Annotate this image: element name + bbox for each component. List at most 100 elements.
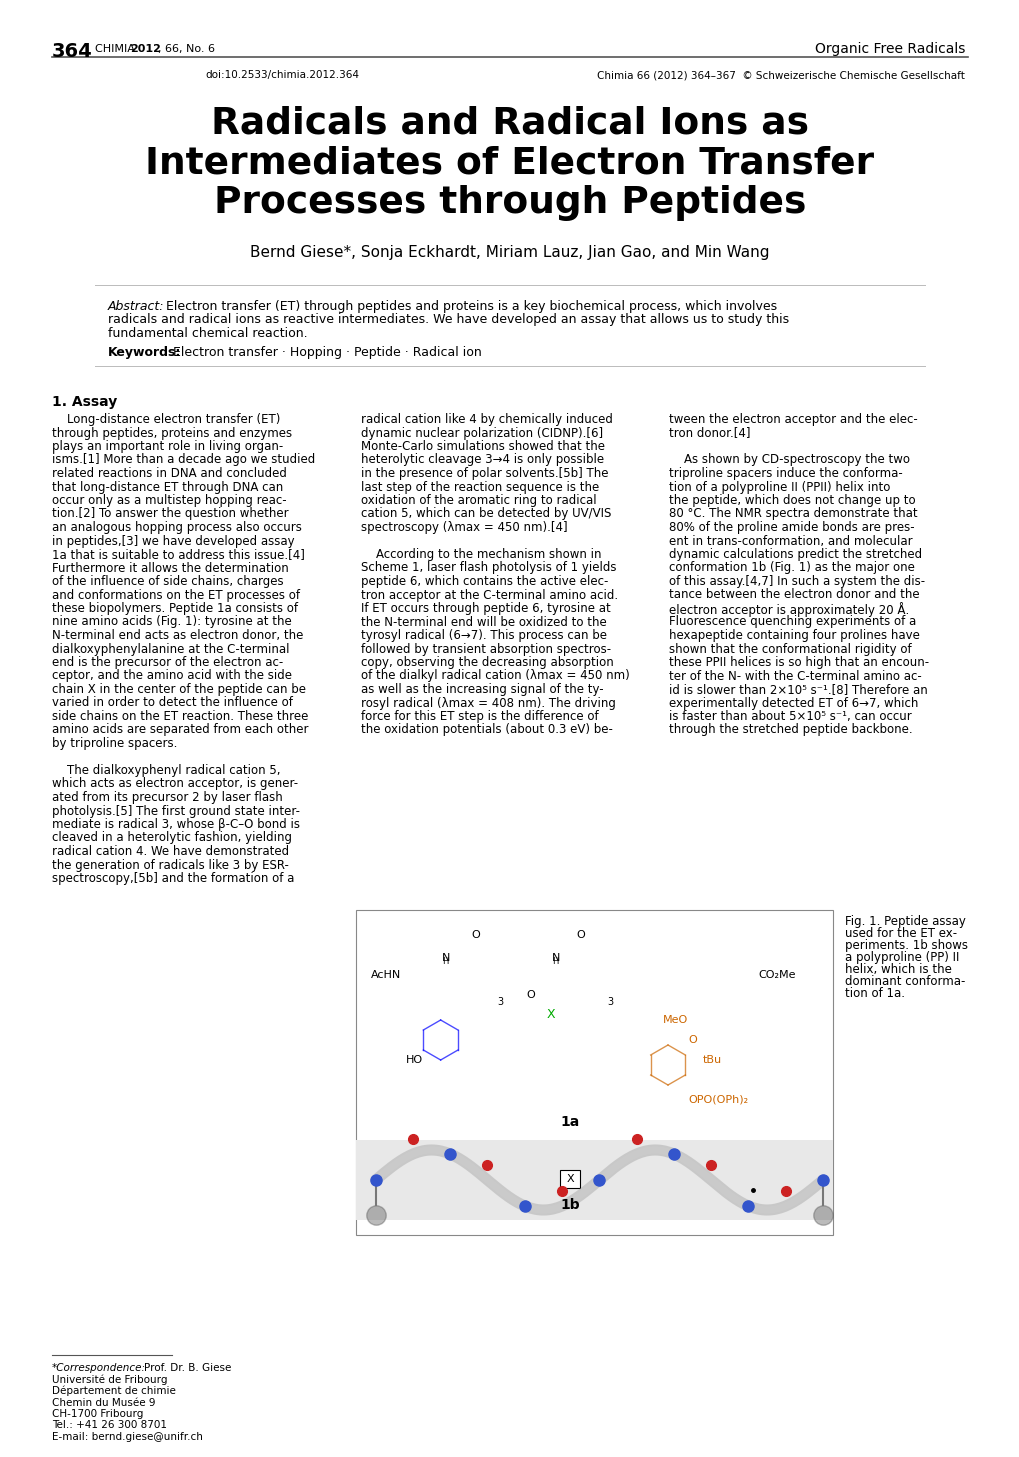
Text: the peptide, which does not change up to: the peptide, which does not change up to bbox=[668, 494, 915, 507]
Text: of the influence of side chains, charges: of the influence of side chains, charges bbox=[52, 576, 283, 589]
Text: Fig. 1. Peptide assay: Fig. 1. Peptide assay bbox=[844, 915, 965, 928]
Text: amino acids are separated from each other: amino acids are separated from each othe… bbox=[52, 724, 308, 736]
Text: ated from its precursor 2 by laser flash: ated from its precursor 2 by laser flash bbox=[52, 791, 282, 804]
Text: ent in trans-conformation, and molecular: ent in trans-conformation, and molecular bbox=[668, 535, 912, 548]
Text: tron donor.[4]: tron donor.[4] bbox=[668, 427, 750, 440]
Text: O: O bbox=[576, 930, 585, 940]
Text: end is the precursor of the electron ac-: end is the precursor of the electron ac- bbox=[52, 656, 283, 669]
Text: through the stretched peptide backbone.: through the stretched peptide backbone. bbox=[668, 724, 912, 736]
Text: Electron transfer (ET) through peptides and proteins is a key biochemical proces: Electron transfer (ET) through peptides … bbox=[166, 300, 776, 313]
Text: E-mail: bernd.giese@unifr.ch: E-mail: bernd.giese@unifr.ch bbox=[52, 1432, 203, 1442]
Text: CO₂Me: CO₂Me bbox=[757, 970, 795, 981]
Text: cleaved in a heterolytic fashion, yielding: cleaved in a heterolytic fashion, yieldi… bbox=[52, 832, 291, 845]
Text: Chemin du Musée 9: Chemin du Musée 9 bbox=[52, 1397, 155, 1407]
Text: 364: 364 bbox=[52, 42, 93, 61]
Text: cation 5, which can be detected by UV/VIS: cation 5, which can be detected by UV/VI… bbox=[361, 507, 610, 520]
Text: 1a: 1a bbox=[560, 1115, 580, 1129]
Text: followed by transient absorption spectros-: followed by transient absorption spectro… bbox=[361, 643, 610, 656]
Text: side chains on the ET reaction. These three: side chains on the ET reaction. These th… bbox=[52, 710, 308, 723]
Text: in peptides,[3] we have developed assay: in peptides,[3] we have developed assay bbox=[52, 535, 294, 548]
Text: H: H bbox=[442, 957, 448, 966]
Text: electron acceptor is approximately 20 Å.: electron acceptor is approximately 20 Å. bbox=[668, 602, 909, 616]
Text: chain X in the center of the peptide can be: chain X in the center of the peptide can… bbox=[52, 683, 306, 696]
Text: heterolytic cleavage 3→4 is only possible: heterolytic cleavage 3→4 is only possibl… bbox=[361, 453, 603, 466]
Text: 1b: 1b bbox=[560, 1198, 580, 1212]
Text: occur only as a multistep hopping reac-: occur only as a multistep hopping reac- bbox=[52, 494, 286, 507]
Text: related reactions in DNA and concluded: related reactions in DNA and concluded bbox=[52, 468, 286, 479]
Text: doi:10.2533/chimia.2012.364: doi:10.2533/chimia.2012.364 bbox=[205, 70, 359, 80]
Text: O: O bbox=[526, 989, 535, 1000]
Text: Abstract:: Abstract: bbox=[108, 300, 164, 313]
Text: dynamic nuclear polarization (CIDNP).[6]: dynamic nuclear polarization (CIDNP).[6] bbox=[361, 427, 602, 440]
Text: a polyproline (PP) II: a polyproline (PP) II bbox=[844, 951, 959, 965]
Text: Processes through Peptides: Processes through Peptides bbox=[214, 185, 805, 221]
Bar bbox=[559, 1170, 580, 1187]
Text: ceptor, and the amino acid with the side: ceptor, and the amino acid with the side bbox=[52, 670, 291, 682]
Text: nine amino acids (Fig. 1): tyrosine at the: nine amino acids (Fig. 1): tyrosine at t… bbox=[52, 615, 291, 628]
Text: 2012: 2012 bbox=[129, 44, 161, 54]
Text: peptide 6, which contains the active elec-: peptide 6, which contains the active ele… bbox=[361, 576, 607, 589]
Text: by triproline spacers.: by triproline spacers. bbox=[52, 737, 177, 750]
Text: hexapeptide containing four prolines have: hexapeptide containing four prolines hav… bbox=[668, 629, 919, 643]
Text: tion.[2] To answer the question whether: tion.[2] To answer the question whether bbox=[52, 507, 288, 520]
Text: last step of the reaction sequence is the: last step of the reaction sequence is th… bbox=[361, 481, 598, 494]
Text: HO: HO bbox=[406, 1055, 423, 1065]
Text: Département de chimie: Département de chimie bbox=[52, 1386, 175, 1396]
Text: Monte-Carlo simulations showed that the: Monte-Carlo simulations showed that the bbox=[361, 440, 604, 453]
Text: rosyl radical (λmax = 408 nm). The driving: rosyl radical (λmax = 408 nm). The drivi… bbox=[361, 696, 614, 710]
Text: OPO(OPh)₂: OPO(OPh)₂ bbox=[688, 1096, 747, 1104]
Text: 1a that is suitable to address this issue.[4]: 1a that is suitable to address this issu… bbox=[52, 548, 305, 561]
Text: radicals and radical ions as reactive intermediates. We have developed an assay : radicals and radical ions as reactive in… bbox=[108, 313, 789, 326]
Text: According to the mechanism shown in: According to the mechanism shown in bbox=[361, 548, 600, 561]
Text: the generation of radicals like 3 by ESR-: the generation of radicals like 3 by ESR… bbox=[52, 858, 288, 871]
Text: N-terminal end acts as electron donor, the: N-terminal end acts as electron donor, t… bbox=[52, 629, 303, 643]
Text: Keywords:: Keywords: bbox=[108, 345, 181, 358]
Text: MeO: MeO bbox=[662, 1016, 688, 1026]
Text: If ET occurs through peptide 6, tyrosine at: If ET occurs through peptide 6, tyrosine… bbox=[361, 602, 609, 615]
Text: through peptides, proteins and enzymes: through peptides, proteins and enzymes bbox=[52, 427, 291, 440]
Text: Furthermore it allows the determination: Furthermore it allows the determination bbox=[52, 561, 288, 574]
Text: is faster than about 5×10⁵ s⁻¹, can occur: is faster than about 5×10⁵ s⁻¹, can occu… bbox=[668, 710, 911, 723]
Text: Electron transfer · Hopping · Peptide · Radical ion: Electron transfer · Hopping · Peptide · … bbox=[173, 345, 481, 358]
Text: triproline spacers induce the conforma-: triproline spacers induce the conforma- bbox=[668, 468, 902, 479]
Text: photolysis.[5] The first ground state inter-: photolysis.[5] The first ground state in… bbox=[52, 804, 300, 817]
Text: spectroscopy,[5b] and the formation of a: spectroscopy,[5b] and the formation of a bbox=[52, 871, 294, 884]
Text: isms.[1] More than a decade ago we studied: isms.[1] More than a decade ago we studi… bbox=[52, 453, 315, 466]
Text: conformation 1b (Fig. 1) as the major one: conformation 1b (Fig. 1) as the major on… bbox=[668, 561, 914, 574]
Text: 3: 3 bbox=[607, 997, 613, 1007]
Text: experimentally detected ET of 6→7, which: experimentally detected ET of 6→7, which bbox=[668, 696, 918, 710]
Text: helix, which is the: helix, which is the bbox=[844, 963, 951, 976]
Text: oxidation of the aromatic ring to radical: oxidation of the aromatic ring to radica… bbox=[361, 494, 596, 507]
Text: which acts as electron acceptor, is gener-: which acts as electron acceptor, is gene… bbox=[52, 778, 298, 791]
Text: Prof. Dr. B. Giese: Prof. Dr. B. Giese bbox=[144, 1362, 231, 1372]
Text: shown that the conformational rigidity of: shown that the conformational rigidity o… bbox=[668, 643, 911, 656]
Text: 1. Assay: 1. Assay bbox=[52, 395, 117, 409]
Text: Radicals and Radical Ions as: Radicals and Radical Ions as bbox=[211, 105, 808, 141]
Text: and conformations on the ET processes of: and conformations on the ET processes of bbox=[52, 589, 300, 602]
Text: Tel.: +41 26 300 8701: Tel.: +41 26 300 8701 bbox=[52, 1421, 167, 1431]
Text: radical cation 4. We have demonstrated: radical cation 4. We have demonstrated bbox=[52, 845, 288, 858]
Text: , 66, No. 6: , 66, No. 6 bbox=[158, 44, 215, 54]
Text: Université de Fribourg: Université de Fribourg bbox=[52, 1374, 167, 1386]
Text: periments. 1b shows: periments. 1b shows bbox=[844, 938, 967, 951]
Text: an analogous hopping process also occurs: an analogous hopping process also occurs bbox=[52, 522, 302, 535]
Text: tyrosyl radical (6→7). This process can be: tyrosyl radical (6→7). This process can … bbox=[361, 629, 606, 643]
Bar bbox=[356, 1139, 833, 1220]
Text: CH-1700 Fribourg: CH-1700 Fribourg bbox=[52, 1409, 144, 1419]
Text: tween the electron acceptor and the elec-: tween the electron acceptor and the elec… bbox=[668, 412, 917, 425]
Text: As shown by CD-spectroscopy the two: As shown by CD-spectroscopy the two bbox=[668, 453, 909, 466]
Text: spectroscopy (λmax = 450 nm).[4]: spectroscopy (λmax = 450 nm).[4] bbox=[361, 522, 567, 535]
Text: Fluorescence quenching experiments of a: Fluorescence quenching experiments of a bbox=[668, 615, 916, 628]
Text: Chimia 66 (2012) 364–367  © Schweizerische Chemische Gesellschaft: Chimia 66 (2012) 364–367 © Schweizerisch… bbox=[596, 70, 964, 80]
Text: varied in order to detect the influence of: varied in order to detect the influence … bbox=[52, 696, 292, 710]
Text: H: H bbox=[552, 957, 558, 966]
Text: fundamental chemical reaction.: fundamental chemical reaction. bbox=[108, 326, 308, 339]
Text: in the presence of polar solvents.[5b] The: in the presence of polar solvents.[5b] T… bbox=[361, 468, 607, 479]
Text: plays an important role in living organ-: plays an important role in living organ- bbox=[52, 440, 283, 453]
Text: of this assay.[4,7] In such a system the dis-: of this assay.[4,7] In such a system the… bbox=[668, 576, 924, 589]
Text: 3: 3 bbox=[497, 997, 503, 1007]
Text: Intermediates of Electron Transfer: Intermediates of Electron Transfer bbox=[146, 146, 873, 181]
Text: X: X bbox=[567, 1174, 574, 1185]
Text: mediate is radical 3, whose β-C–O bond is: mediate is radical 3, whose β-C–O bond i… bbox=[52, 817, 300, 830]
Text: the oxidation potentials (about 0.3 eV) be-: the oxidation potentials (about 0.3 eV) … bbox=[361, 724, 612, 736]
